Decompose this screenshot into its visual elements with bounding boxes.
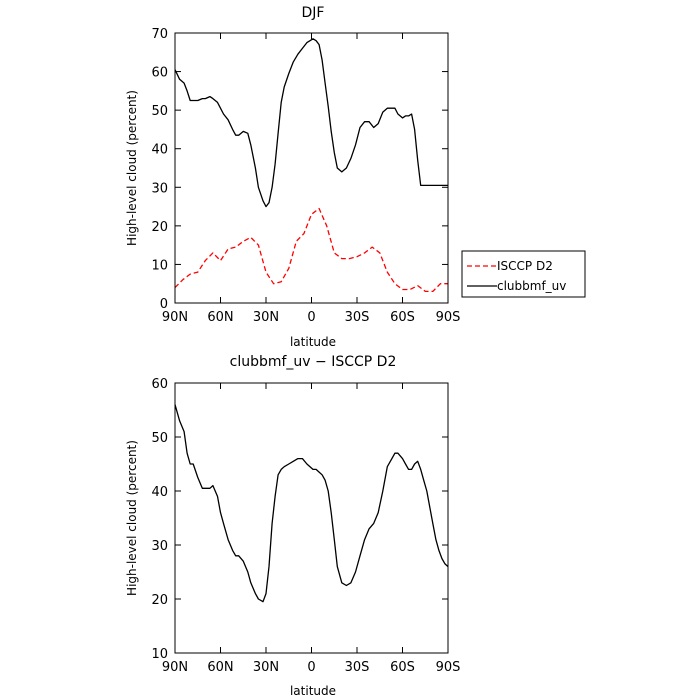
- y-tick-label: 10: [151, 647, 168, 662]
- x-axis-label: latitude: [290, 684, 336, 698]
- x-tick-label: 90S: [436, 310, 461, 325]
- y-tick-label: 0: [160, 297, 168, 312]
- legend-label-isccp: ISCCP D2: [497, 259, 553, 273]
- series-line-difference: [174, 404, 449, 603]
- legend-box: [461, 250, 586, 298]
- y-tick-labels: 0 10 20 30 40 50 60 70: [151, 27, 168, 312]
- y-axis-label: High-level cloud (percent): [125, 90, 139, 246]
- series-layer: [174, 404, 449, 603]
- series-line-isccp-d2: [174, 207, 448, 293]
- plot-frame: [174, 382, 449, 654]
- x-tick-label: 0: [307, 660, 315, 675]
- x-tick-labels: 90N 60N 30N 0 30S 60S 90S: [162, 310, 461, 325]
- tick-marks: [174, 382, 449, 654]
- x-tick-label: 30N: [253, 660, 279, 675]
- chart-panel-bottom: clubbmf_uv − ISCCP D2 90N 60N 30N 0 30S 60S 90…: [125, 354, 460, 698]
- y-tick-label: 10: [151, 258, 168, 273]
- x-tick-label: 90N: [162, 660, 188, 675]
- y-tick-label: 50: [151, 431, 168, 446]
- chart-title: DJF: [302, 5, 325, 21]
- x-tick-label: 60S: [390, 310, 415, 325]
- y-tick-label: 60: [151, 66, 168, 81]
- y-tick-label: 30: [151, 181, 168, 196]
- x-tick-label: 90S: [436, 660, 461, 675]
- series-layer: [174, 38, 448, 293]
- y-tick-label: 20: [151, 220, 168, 235]
- chart-title: clubbmf_uv − ISCCP D2: [230, 354, 397, 370]
- x-tick-label: 60N: [207, 660, 233, 675]
- x-tick-label: 30S: [345, 660, 370, 675]
- chart-panel-top: DJF 90N 60N 30N 0 30S 60S 90S 010203040506070 …: [125, 5, 586, 349]
- y-axis-label: High-level cloud (percent): [125, 440, 139, 596]
- x-axis-label: latitude: [290, 335, 336, 349]
- y-tick-label: 40: [151, 485, 168, 500]
- y-tick-label: 30: [151, 539, 168, 554]
- plot-frame: [174, 32, 449, 304]
- y-tick-labels: 10 20 30 40 50 60: [151, 377, 168, 662]
- y-tick-label: 70: [151, 27, 168, 42]
- legend-label-clubbmf: clubbmf_uv: [497, 279, 566, 293]
- y-tick-label: 40: [151, 143, 168, 158]
- legend: ISCCP D2 clubbmf_uv: [461, 250, 586, 298]
- y-tick-label: 60: [151, 377, 168, 392]
- y-tick-label: 20: [151, 593, 168, 608]
- x-tick-label: 0: [307, 310, 315, 325]
- x-tick-labels: 90N 60N 30N 0 30S 60S 90S: [162, 660, 461, 675]
- x-tick-label: 30N: [253, 310, 279, 325]
- tick-marks: [174, 32, 449, 304]
- y-tick-label: 50: [151, 104, 168, 119]
- x-tick-label: 90N: [162, 310, 188, 325]
- x-tick-label: 60S: [390, 660, 415, 675]
- x-tick-label: 60N: [207, 310, 233, 325]
- x-tick-label: 30S: [345, 310, 370, 325]
- series-line-clubbmf-uv: [174, 38, 448, 208]
